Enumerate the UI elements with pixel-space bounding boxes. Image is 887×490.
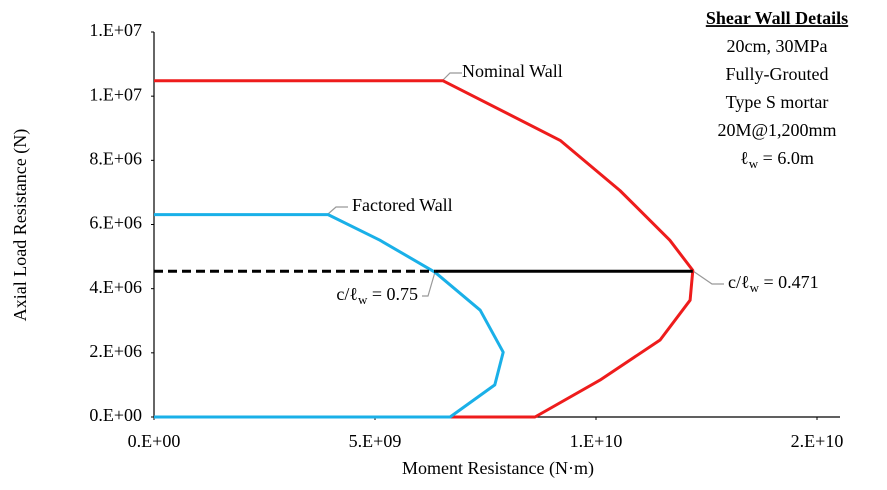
subscript: w — [358, 292, 368, 307]
series-line — [154, 79, 695, 419]
details-title: Shear Wall Details — [706, 8, 848, 28]
y-tick-label: 8.E+06 — [89, 148, 142, 168]
details-line: 20M@1,200mm — [717, 120, 836, 140]
x-tick-label: 1.E+10 — [570, 431, 623, 451]
annotation: c/ℓw = 0.471 — [728, 272, 819, 295]
y-tick-label: 1.E+07 — [89, 84, 142, 104]
text: c/ℓ — [336, 284, 358, 304]
y-tick-label: 6.E+06 — [89, 213, 142, 233]
y-tick-label: 4.E+06 — [89, 277, 142, 297]
text: c/ℓ — [728, 272, 750, 292]
series-label: Factored Wall — [352, 195, 453, 215]
annotation: c/ℓw = 0.75 — [336, 284, 418, 307]
y-tick-label: 2.E+06 — [89, 341, 142, 361]
x-tick-label: 0.E+00 — [128, 431, 181, 451]
details-line: Type S mortar — [726, 92, 829, 112]
callout — [442, 72, 462, 81]
y-tick-label: 1.E+07 — [89, 20, 142, 40]
text: = 6.0m — [758, 148, 814, 168]
y-axis-label: Axial Load Resistance (N) — [10, 129, 31, 321]
callout — [422, 271, 436, 297]
y-tick-label: 0.E+00 — [89, 405, 142, 425]
callout — [327, 206, 348, 215]
text: = 0.471 — [759, 272, 819, 292]
text: ℓ — [740, 148, 749, 168]
subscript: w — [750, 280, 760, 295]
x-tick-label: 5.E+09 — [349, 431, 402, 451]
callout — [692, 270, 724, 285]
x-axis-label: Moment Resistance (N·m) — [402, 458, 594, 479]
series-label: Nominal Wall — [462, 61, 563, 81]
details-line: 20cm, 30MPa — [727, 36, 828, 56]
series-line — [154, 213, 505, 419]
x-tick-label: 2.E+10 — [791, 431, 844, 451]
details-line: Fully-Grouted — [726, 64, 829, 84]
text: = 0.75 — [367, 284, 418, 304]
details-length: ℓw = 6.0m — [740, 148, 814, 171]
subscript: w — [749, 156, 759, 171]
